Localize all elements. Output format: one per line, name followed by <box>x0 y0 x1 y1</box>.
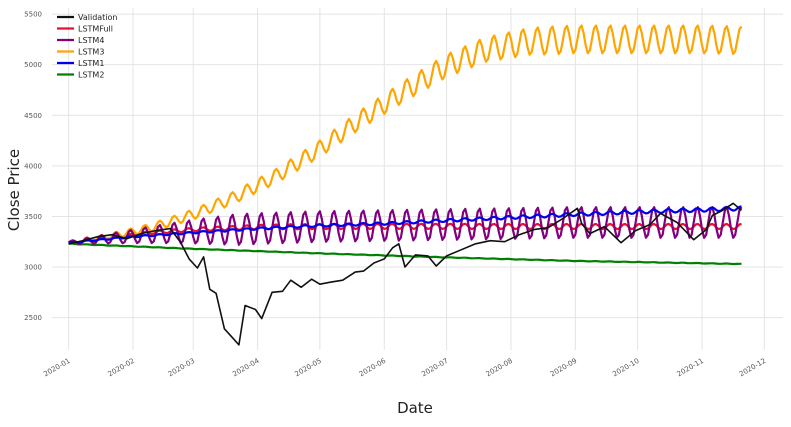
series-line-lstm1 <box>68 205 742 244</box>
y-tick-label: 4500 <box>24 112 42 120</box>
legend-label: LSTM4 <box>78 36 104 45</box>
x-tick-label: 2020-11 <box>676 357 705 379</box>
series-lines <box>67 24 743 346</box>
y-tick-label: 4000 <box>24 162 42 170</box>
x-tick-label: 2020-01 <box>42 357 71 379</box>
y-tick-label: 3000 <box>24 264 42 272</box>
series-line-lstm4 <box>67 206 743 246</box>
y-tick-label: 5500 <box>24 11 42 19</box>
x-tick-label: 2020-07 <box>420 357 449 379</box>
x-axis-ticks: 2020-01 2020-02 2020-03 2020-04 2020-05 2020-… <box>42 357 767 379</box>
y-tick-label: 2500 <box>24 314 42 322</box>
legend: Validation LSTMFull LSTM4 LSTM3 LSTM1 LSTM2 <box>57 13 118 80</box>
x-tick-label: 2020-09 <box>549 357 578 379</box>
legend-label: LSTM3 <box>78 48 104 57</box>
x-tick-label: 2020-06 <box>358 357 388 379</box>
x-tick-label: 2020-10 <box>611 357 640 379</box>
x-tick-label: 2020-08 <box>485 357 514 379</box>
x-axis-label: Date <box>397 399 433 417</box>
y-axis-ticks: 2500 3000 3500 4000 4500 5000 5500 <box>24 11 42 323</box>
x-tick-label: 2020-03 <box>167 357 196 379</box>
x-tick-label: 2020-05 <box>294 357 323 379</box>
x-tick-label: 2020-02 <box>107 357 136 379</box>
x-tick-label: 2020-04 <box>231 357 261 379</box>
y-tick-label: 3500 <box>24 213 42 221</box>
series-line-lstm3 <box>67 24 743 245</box>
series-line-lstm2 <box>68 242 742 266</box>
legend-label: LSTM2 <box>78 71 104 80</box>
y-axis-label: Close Price <box>5 149 23 231</box>
grid-lines <box>52 8 783 350</box>
x-tick-label: 2020-12 <box>738 357 767 379</box>
legend-label: LSTM1 <box>78 59 104 68</box>
legend-label: Validation <box>78 13 118 22</box>
series-line-validation <box>68 202 743 346</box>
y-tick-label: 5000 <box>24 61 42 69</box>
legend-label: LSTMFull <box>78 25 113 34</box>
